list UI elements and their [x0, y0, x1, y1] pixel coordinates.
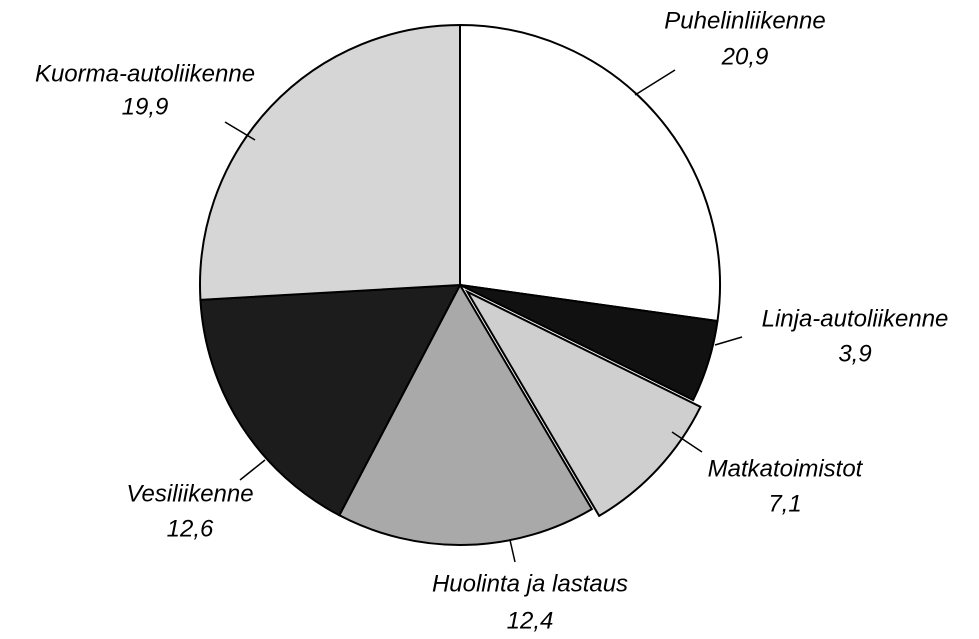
- slice-label: Linja-autoliikenne: [762, 305, 949, 332]
- slice-label: Matkatoimistot: [708, 455, 864, 482]
- value-label: 19,9: [122, 93, 169, 120]
- leader-line: [224, 121, 256, 141]
- pie-slice: [459, 23, 721, 323]
- slice-label: Vesiliikenne: [126, 480, 253, 507]
- pie-slice: [459, 284, 719, 402]
- pie-slice: [464, 289, 702, 518]
- value-label: 12,6: [167, 515, 214, 542]
- leader-line: [671, 431, 703, 453]
- leader-line: [239, 459, 266, 481]
- leader-line: [714, 336, 743, 346]
- value-label: 20,9: [721, 43, 769, 70]
- slice-label: Puhelinliikenne: [664, 7, 825, 34]
- pie-slice: [199, 23, 461, 301]
- pie-slice: [337, 282, 594, 546]
- value-label: 3,9: [838, 340, 871, 367]
- value-label: 7,1: [768, 490, 801, 517]
- slice-label: Kuorma-autoliikenne: [35, 60, 255, 87]
- leader-line: [634, 69, 676, 96]
- pie-slice: [199, 283, 462, 517]
- value-label: 12,4: [507, 607, 554, 634]
- leader-line: [509, 539, 516, 563]
- slice-label: Huolinta ja lastaus: [432, 570, 628, 597]
